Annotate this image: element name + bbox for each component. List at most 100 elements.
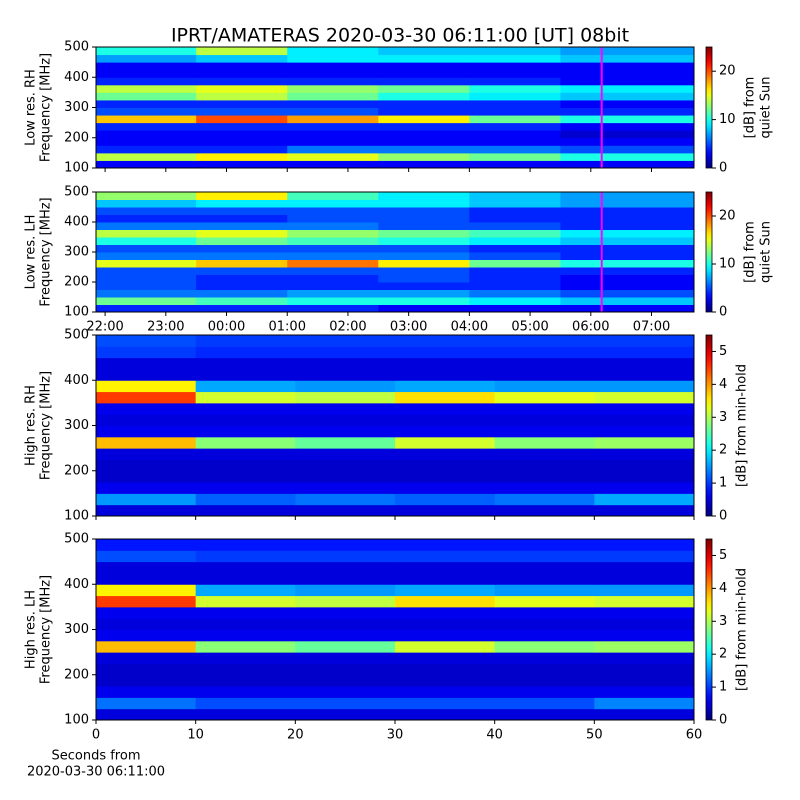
heat-cell bbox=[378, 152, 470, 161]
heat-cell bbox=[395, 493, 496, 506]
heat-cell bbox=[195, 697, 296, 710]
heat-cell bbox=[469, 115, 561, 124]
heat-cell bbox=[378, 259, 470, 268]
heat-cell bbox=[378, 244, 470, 253]
y-axis-label: Low res. LH bbox=[24, 215, 39, 290]
y-tick-label: 200 bbox=[64, 275, 89, 290]
heat-cell bbox=[494, 652, 595, 664]
heat-cell bbox=[195, 606, 296, 619]
heat-cell bbox=[395, 346, 496, 359]
heat-cell bbox=[594, 357, 695, 370]
heat-cell bbox=[594, 504, 695, 517]
heat-cell bbox=[469, 152, 561, 161]
heat-cell bbox=[594, 391, 695, 404]
heat-cell bbox=[196, 267, 288, 275]
heat-cell bbox=[295, 686, 396, 698]
heat-cell bbox=[560, 304, 695, 313]
heat-cell bbox=[196, 115, 288, 124]
x-tick-label: 05:00 bbox=[511, 320, 548, 335]
heat-cell bbox=[494, 674, 595, 687]
heat-cell bbox=[594, 482, 695, 494]
heat-cell bbox=[195, 584, 296, 597]
heat-cell bbox=[295, 504, 396, 517]
heat-cell bbox=[469, 192, 561, 200]
heat-cell bbox=[287, 259, 379, 268]
colorbar-tick-label: 0 bbox=[719, 305, 727, 320]
heat-cell bbox=[196, 77, 288, 86]
heat-cell bbox=[594, 539, 695, 551]
heat-cell bbox=[195, 368, 296, 381]
heat-cell bbox=[196, 274, 288, 283]
heat-cell bbox=[494, 380, 595, 393]
heat-cell bbox=[469, 62, 561, 71]
heat-cell bbox=[96, 368, 197, 381]
y-axis-label: Frequency [MHz] bbox=[39, 575, 54, 684]
heat-cell bbox=[96, 237, 197, 245]
heat-cell bbox=[287, 69, 379, 78]
heat-cell bbox=[96, 115, 197, 124]
heat-cell bbox=[378, 62, 470, 71]
heat-cell bbox=[469, 84, 561, 93]
heat-cell bbox=[195, 414, 296, 426]
heat-cell bbox=[395, 674, 496, 687]
heat-cell bbox=[594, 584, 695, 597]
heat-cell bbox=[196, 229, 288, 238]
heat-cell bbox=[378, 47, 470, 56]
heat-cell bbox=[378, 99, 470, 108]
colorbar bbox=[705, 46, 713, 169]
heat-cell bbox=[96, 539, 197, 551]
heat-cell bbox=[195, 335, 296, 347]
heat-cell bbox=[96, 686, 197, 698]
heat-cell bbox=[560, 214, 695, 223]
colorbar-tick-label: 0 bbox=[719, 509, 727, 524]
heat-cell bbox=[96, 137, 197, 146]
heat-cell bbox=[378, 214, 470, 223]
heat-cell bbox=[195, 572, 296, 585]
heat-cell bbox=[594, 459, 695, 472]
colorbar-tick-label: 10 bbox=[719, 112, 736, 127]
heat-cell bbox=[469, 199, 561, 208]
heat-cell bbox=[560, 130, 695, 139]
heat-cell bbox=[96, 222, 197, 230]
heat-cell bbox=[560, 160, 695, 169]
heat-cell bbox=[195, 391, 296, 404]
heat-cell bbox=[196, 199, 288, 208]
heat-cell bbox=[287, 199, 379, 208]
heat-cell bbox=[195, 618, 296, 630]
heat-cell bbox=[195, 652, 296, 664]
heat-cell bbox=[594, 652, 695, 664]
heat-cell bbox=[295, 550, 396, 563]
heat-cell bbox=[395, 482, 496, 494]
heat-cell bbox=[378, 84, 470, 93]
y-tick-label: 400 bbox=[64, 215, 89, 230]
heat-cell bbox=[96, 335, 197, 347]
heat-cell bbox=[560, 244, 695, 253]
heat-cell bbox=[196, 289, 288, 298]
heat-cell bbox=[195, 561, 296, 574]
heat-cell bbox=[295, 368, 396, 381]
colorbar-label: quiet Sun bbox=[759, 76, 774, 138]
heat-cell bbox=[560, 84, 695, 93]
heat-cell bbox=[195, 674, 296, 687]
heat-cell bbox=[96, 130, 197, 139]
heat-cell bbox=[594, 493, 695, 506]
heat-cell bbox=[494, 572, 595, 585]
heat-cell bbox=[295, 629, 396, 642]
heat-cell bbox=[295, 572, 396, 585]
y-axis-label: Frequency [MHz] bbox=[39, 53, 54, 162]
heat-cell bbox=[287, 122, 379, 131]
heat-cell bbox=[295, 391, 396, 404]
heat-cell bbox=[560, 274, 695, 283]
y-axis-label: High res. LH bbox=[24, 590, 39, 669]
heat-cell bbox=[395, 504, 496, 517]
heat-cell bbox=[195, 708, 296, 721]
heat-cell bbox=[96, 629, 197, 642]
heat-cell bbox=[594, 402, 695, 415]
y-axis-label: Frequency [MHz] bbox=[39, 197, 54, 306]
heat-cell bbox=[494, 663, 595, 676]
heat-cell bbox=[469, 69, 561, 78]
heat-cell bbox=[96, 572, 197, 585]
heat-cell bbox=[195, 357, 296, 370]
heat-cell bbox=[287, 304, 379, 313]
